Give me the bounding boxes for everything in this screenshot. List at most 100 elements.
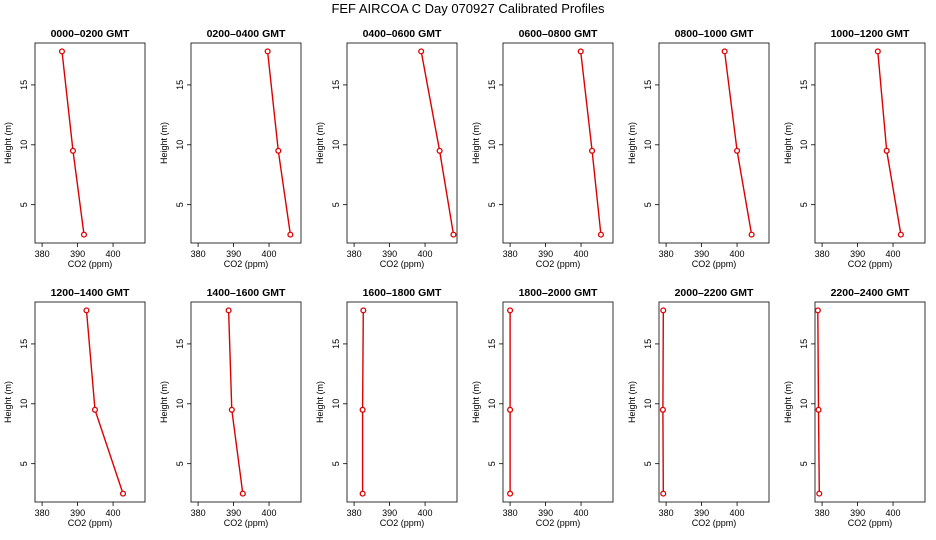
y-tick-label: 5: [643, 202, 653, 207]
data-point: [507, 406, 514, 413]
y-tick-label: 15: [643, 80, 653, 90]
x-tick-label: 380: [191, 508, 206, 518]
x-tick-label: 380: [347, 508, 362, 518]
x-tick-label: 380: [347, 249, 362, 259]
data-point: [287, 231, 294, 238]
y-tick-label: 10: [643, 399, 653, 409]
data-point: [58, 48, 66, 55]
data-point: [597, 231, 604, 238]
x-tick-label: 380: [815, 249, 830, 259]
data-point: [734, 147, 741, 154]
profile-panel: 1800–2000 GMT 380 390 400 5 10 15 CO2 (ppm) Heig…: [471, 287, 614, 528]
plot-frame: [658, 42, 770, 244]
data-point: [83, 307, 90, 314]
data-point: [418, 48, 425, 55]
x-tick-label: 400: [262, 508, 277, 518]
data-point: [721, 48, 728, 55]
y-tick-label: 5: [175, 461, 185, 466]
x-axis-label: CO2 (ppm): [536, 518, 581, 528]
data-point: [883, 147, 890, 154]
data-point: [815, 406, 822, 413]
panel-title: 1400–1600 GMT: [207, 287, 286, 299]
profile-panel: 0800–1000 GMT 380 390 400 5 10 15 CO2 (ppm) Heig…: [627, 28, 770, 269]
data-point: [359, 406, 366, 413]
panel-title: 1000–1200 GMT: [831, 28, 910, 40]
plot-frame: [502, 42, 614, 244]
data-point: [748, 231, 755, 238]
x-axis-label: CO2 (ppm): [224, 259, 269, 269]
x-tick-label: 390: [70, 249, 85, 259]
x-axis-label: CO2 (ppm): [692, 259, 737, 269]
data-point: [360, 307, 367, 314]
y-tick-label: 15: [643, 339, 653, 349]
y-axis-label: Height (m): [315, 122, 325, 164]
plot-frame: [814, 301, 926, 503]
x-tick-label: 390: [226, 508, 241, 518]
page-title: FEF AIRCOA C Day 070927 Calibrated Profi…: [331, 1, 605, 16]
x-tick-label: 390: [538, 249, 553, 259]
profile-panel: 1400–1600 GMT 380 390 400 5 10 15 CO2 (ppm) Heig…: [159, 287, 302, 528]
y-axis-label: Height (m): [627, 122, 637, 164]
x-tick-label: 400: [574, 249, 589, 259]
profile-line: [420, 51, 455, 235]
data-point: [359, 490, 366, 497]
y-tick-label: 15: [19, 339, 29, 349]
x-axis-label: CO2 (ppm): [692, 518, 737, 528]
y-tick-label: 10: [331, 140, 341, 150]
y-tick-label: 10: [643, 140, 653, 150]
x-tick-label: 400: [730, 249, 745, 259]
x-tick-label: 400: [106, 249, 121, 259]
y-tick-label: 15: [487, 339, 497, 349]
x-tick-label: 380: [815, 508, 830, 518]
x-axis-label: CO2 (ppm): [380, 259, 425, 269]
data-point: [660, 307, 667, 314]
plot-frame: [346, 42, 458, 244]
y-tick-label: 5: [487, 202, 497, 207]
profile-line: [877, 51, 902, 235]
profile-line: [61, 51, 85, 235]
x-tick-label: 400: [730, 508, 745, 518]
data-point: [816, 490, 823, 497]
y-tick-label: 5: [19, 461, 29, 466]
y-axis-label: Height (m): [471, 381, 481, 423]
profile-panel: 1600–1800 GMT 380 390 400 5 10 15 CO2 (ppm) Heig…: [315, 287, 458, 528]
data-point: [436, 147, 443, 154]
profile-panel: 0600–0800 GMT 380 390 400 5 10 15 CO2 (ppm) Heig…: [471, 28, 614, 269]
data-point: [507, 307, 514, 314]
profile-line: [723, 51, 753, 235]
profile-panel: 2000–2200 GMT 380 390 400 5 10 15 CO2 (ppm) Heig…: [627, 287, 770, 528]
y-axis-label: Height (m): [783, 381, 793, 423]
x-tick-label: 390: [850, 249, 865, 259]
profile-line: [266, 51, 292, 235]
panel-title: 0600–0800 GMT: [519, 28, 598, 40]
x-axis-label: CO2 (ppm): [68, 259, 113, 269]
data-point: [450, 231, 457, 238]
plot-frame: [34, 42, 146, 244]
panel-title: 0400–0600 GMT: [363, 28, 442, 40]
y-tick-label: 15: [331, 80, 341, 90]
panel-title: 2200–2400 GMT: [831, 287, 910, 299]
x-tick-label: 390: [70, 508, 85, 518]
y-axis-label: Height (m): [627, 381, 637, 423]
plot-frame: [34, 301, 146, 503]
x-tick-label: 380: [659, 249, 674, 259]
y-tick-label: 15: [487, 80, 497, 90]
data-point: [275, 147, 282, 154]
profile-panel: 0200–0400 GMT 380 390 400 5 10 15 CO2 (ppm) Heig…: [159, 28, 302, 269]
x-tick-label: 380: [659, 508, 674, 518]
data-point: [660, 490, 667, 497]
x-tick-label: 400: [574, 508, 589, 518]
y-axis-label: Height (m): [3, 122, 13, 164]
x-tick-label: 390: [850, 508, 865, 518]
y-tick-label: 15: [175, 339, 185, 349]
x-tick-label: 390: [694, 249, 709, 259]
x-axis-label: CO2 (ppm): [848, 518, 893, 528]
plot-frame: [190, 301, 302, 503]
y-tick-label: 15: [175, 80, 185, 90]
panel-title: 1600–1800 GMT: [363, 287, 442, 299]
data-point: [225, 307, 232, 314]
x-axis-label: CO2 (ppm): [848, 259, 893, 269]
y-tick-label: 15: [799, 339, 809, 349]
data-point: [589, 147, 596, 154]
